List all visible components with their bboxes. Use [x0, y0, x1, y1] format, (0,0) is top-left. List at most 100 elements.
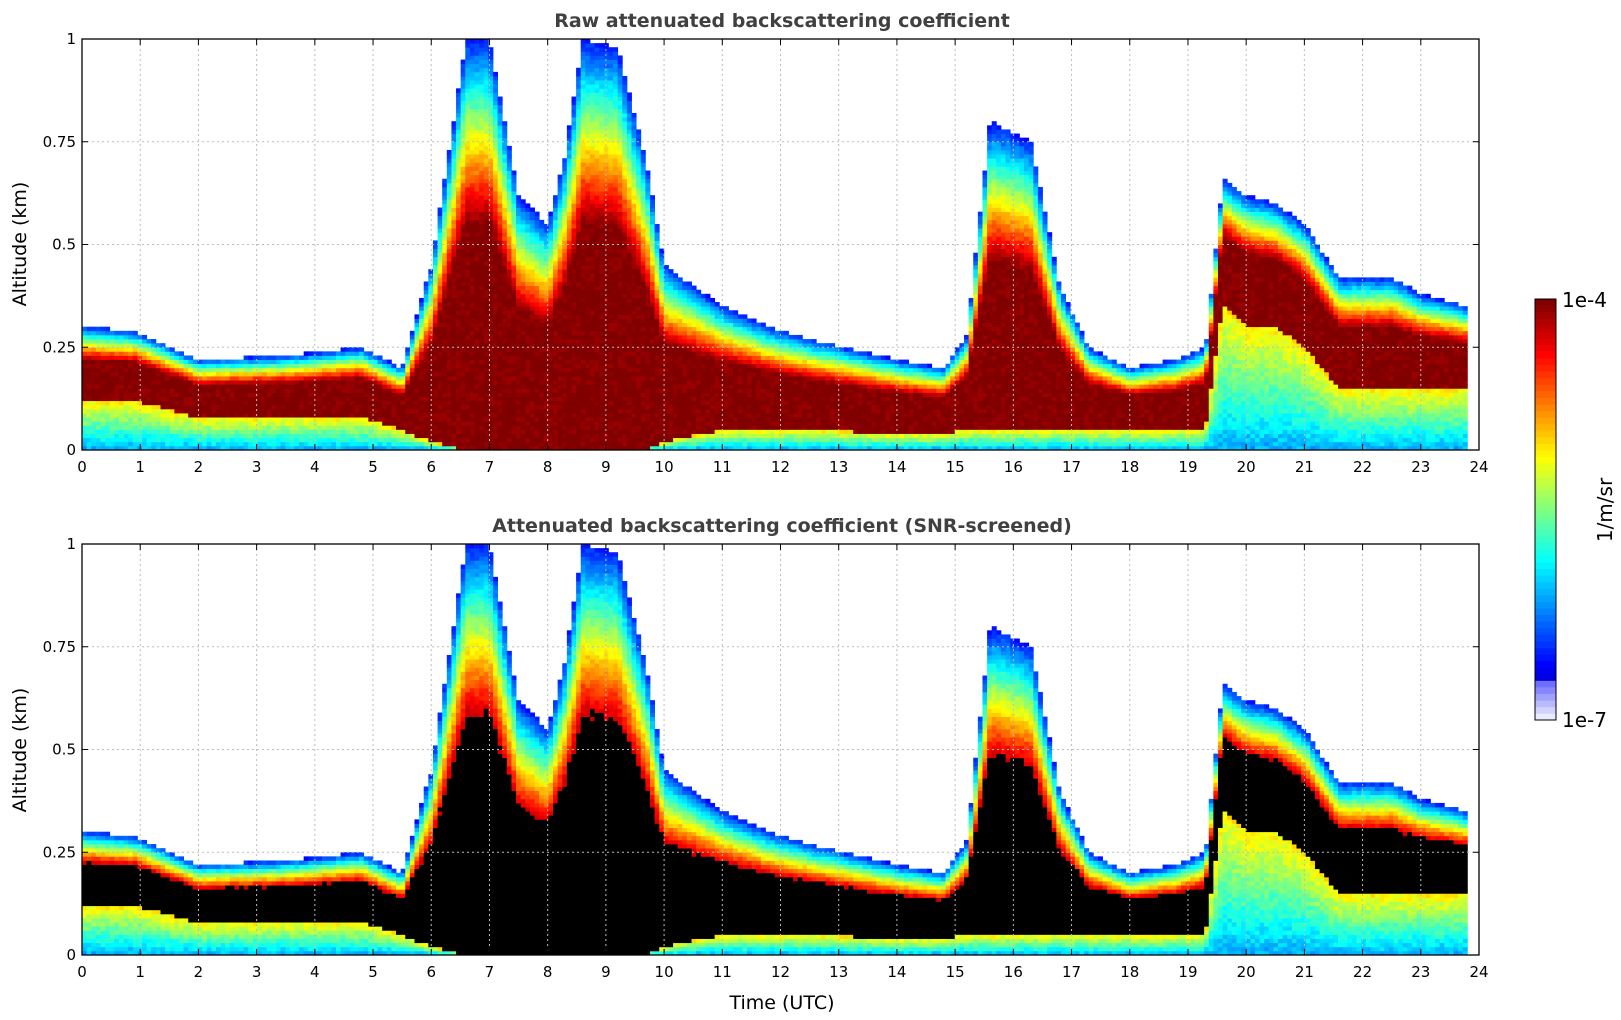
heatmap-cell [82, 360, 87, 365]
heatmap-cell [396, 438, 401, 443]
heatmap-cell [530, 401, 535, 406]
heatmap-cell [571, 113, 576, 118]
heatmap-cell [216, 360, 221, 365]
heatmap-cell [571, 351, 576, 356]
heatmap-cell [456, 323, 461, 328]
heatmap-cell [216, 413, 221, 418]
heatmap-cell [230, 442, 235, 447]
heatmap-cell [447, 372, 452, 377]
heatmap-cell [595, 245, 600, 250]
heatmap-cell [281, 355, 286, 360]
heatmap-cell [234, 438, 239, 443]
heatmap-cell [539, 273, 544, 278]
heatmap-cell [585, 409, 590, 414]
heatmap-cell [585, 60, 590, 65]
heatmap-cell [318, 380, 323, 385]
heatmap-cell [507, 245, 512, 250]
heatmap-cell [382, 417, 387, 422]
heatmap-cell [530, 212, 535, 217]
heatmap-cell [576, 245, 581, 250]
heatmap-cell [470, 101, 475, 106]
heatmap-cell [271, 397, 276, 402]
heatmap-cell [475, 310, 480, 315]
heatmap-cell [571, 434, 576, 439]
heatmap-cell [447, 397, 452, 402]
heatmap-cell [451, 249, 456, 254]
heatmap-cell [571, 195, 576, 200]
heatmap-cell [442, 380, 447, 385]
heatmap-cell [475, 294, 480, 299]
heatmap-cell [438, 249, 443, 254]
heatmap-cell [382, 360, 387, 365]
heatmap-cell [336, 355, 341, 360]
heatmap-cell [188, 360, 193, 365]
heatmap-cell [571, 281, 576, 286]
heatmap-cell [248, 360, 253, 365]
heatmap-cell [165, 421, 170, 426]
heatmap-cell [221, 442, 226, 447]
heatmap-cell [590, 397, 595, 402]
heatmap-cell [91, 355, 96, 360]
heatmap-cell [336, 380, 341, 385]
heatmap-cell [281, 413, 286, 418]
heatmap-cell [535, 364, 540, 369]
heatmap-cell [539, 380, 544, 385]
heatmap-cell [341, 351, 346, 356]
heatmap-cell [461, 125, 466, 130]
heatmap-cell [124, 339, 129, 344]
heatmap-cell [558, 442, 563, 447]
heatmap-cell [299, 355, 304, 360]
heatmap-cell [253, 425, 258, 430]
heatmap-cell [456, 397, 461, 402]
heatmap-cell [165, 434, 170, 439]
heatmap-cell [267, 429, 272, 434]
heatmap-cell [202, 397, 207, 402]
heatmap-cell [179, 405, 184, 410]
heatmap-cell [378, 405, 383, 410]
heatmap-cell [465, 203, 470, 208]
heatmap-cell [581, 179, 586, 184]
heatmap-cell [585, 142, 590, 147]
heatmap-cell [438, 380, 443, 385]
heatmap-cell [548, 327, 553, 332]
heatmap-cell [91, 339, 96, 344]
heatmap-cell [294, 421, 299, 426]
heatmap-cell [595, 351, 600, 356]
heatmap-cell [465, 421, 470, 426]
heatmap-cell [595, 117, 600, 122]
heatmap-cell [285, 421, 290, 426]
heatmap-cell [257, 425, 262, 430]
heatmap-cell [96, 409, 101, 414]
heatmap-cell [507, 335, 512, 340]
heatmap-cell [484, 68, 489, 73]
heatmap-cell [581, 364, 586, 369]
heatmap-cell [539, 249, 544, 254]
heatmap-cell [96, 364, 101, 369]
heatmap-cell [576, 372, 581, 377]
heatmap-cell [267, 368, 272, 373]
heatmap-cell [188, 429, 193, 434]
heatmap-cell [535, 277, 540, 282]
heatmap-cell [562, 397, 567, 402]
heatmap-cell [502, 314, 507, 319]
heatmap-cell [262, 397, 267, 402]
heatmap-cell [456, 355, 461, 360]
heatmap-cell [184, 380, 189, 385]
heatmap-cell [535, 405, 540, 410]
heatmap-cell [110, 413, 115, 418]
heatmap-cell [511, 286, 516, 291]
heatmap-cell [585, 84, 590, 89]
heatmap-cell [585, 294, 590, 299]
heatmap-cell [345, 434, 350, 439]
heatmap-cell [567, 397, 572, 402]
heatmap-cell [290, 425, 295, 430]
heatmap-cell [461, 88, 466, 93]
heatmap-cell [225, 388, 230, 393]
heatmap-cell [87, 438, 92, 443]
heatmap-cell [336, 413, 341, 418]
heatmap-cell [470, 39, 475, 44]
heatmap-cell [161, 355, 166, 360]
heatmap-cell [124, 355, 129, 360]
heatmap-cell [124, 413, 129, 418]
heatmap-cell [553, 208, 558, 213]
